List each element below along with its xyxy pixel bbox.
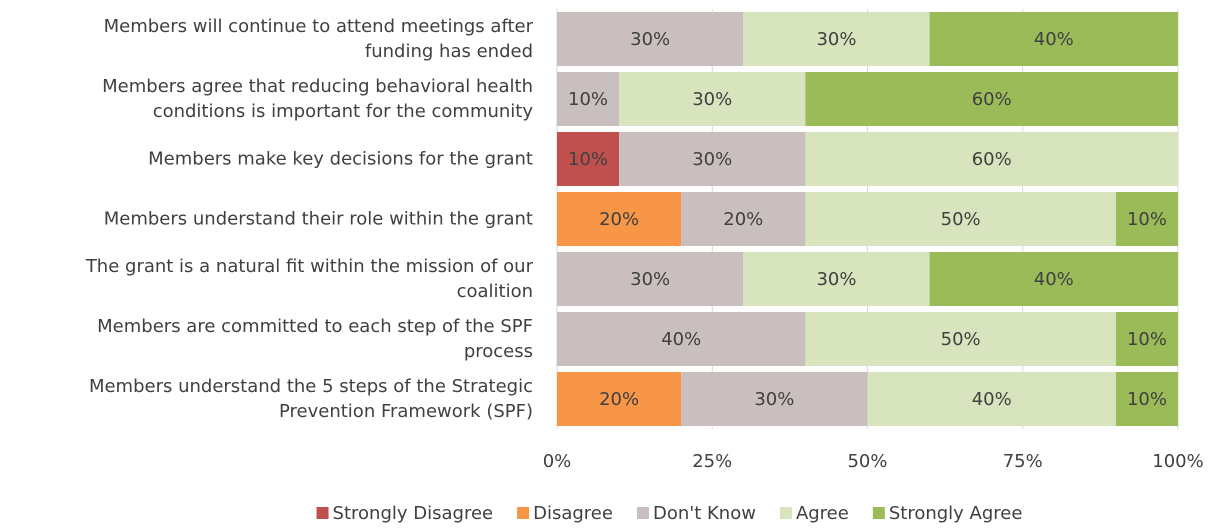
- category-label: Members understand their role within the…: [103, 208, 533, 230]
- x-tick-label: 50%: [847, 451, 887, 472]
- value-label: 30%: [630, 269, 670, 290]
- bar-segment: [805, 72, 1178, 126]
- x-tick-label: 75%: [1003, 451, 1043, 472]
- bar-segment: [743, 12, 930, 66]
- bar-segment: [805, 132, 1178, 186]
- bar-segment: [805, 192, 1116, 246]
- bar-segment: [557, 192, 682, 246]
- value-label: 10%: [568, 149, 608, 170]
- legend-swatch: [316, 507, 329, 519]
- bar-segment: [557, 72, 620, 126]
- bar-segment: [557, 12, 744, 66]
- x-tick-label: 0%: [543, 451, 572, 472]
- value-label: 30%: [692, 89, 732, 110]
- value-label: 50%: [941, 209, 981, 230]
- bar-segment: [557, 372, 682, 426]
- bar-segment: [557, 132, 620, 186]
- value-label: 10%: [568, 89, 608, 110]
- bar-segment: [805, 312, 1116, 366]
- legend-swatch: [517, 507, 530, 519]
- value-label: 60%: [972, 149, 1012, 170]
- value-label: 10%: [1127, 389, 1167, 410]
- value-label: 40%: [972, 389, 1012, 410]
- legend-label: Agree: [796, 503, 849, 524]
- x-tick-label: 25%: [692, 451, 732, 472]
- value-label: 20%: [723, 209, 763, 230]
- value-label: 50%: [941, 329, 981, 350]
- bar-segment: [1115, 312, 1178, 366]
- value-label: 40%: [1034, 29, 1074, 50]
- bar-segment: [557, 312, 806, 366]
- legend-swatch: [872, 507, 885, 519]
- bar-segment: [743, 252, 930, 306]
- category-label: Members understand the 5 steps of the St…: [88, 376, 533, 422]
- value-label: 10%: [1127, 329, 1167, 350]
- bar-segment: [681, 192, 806, 246]
- value-label: 20%: [599, 389, 639, 410]
- legend-label: Strongly Agree: [889, 503, 1023, 524]
- value-label: 30%: [630, 29, 670, 50]
- bar-segment: [681, 372, 868, 426]
- value-label: 60%: [972, 89, 1012, 110]
- value-label: 30%: [816, 269, 856, 290]
- bar-segment: [619, 132, 806, 186]
- value-label: 30%: [816, 29, 856, 50]
- category-label: The grant is a natural fit within the mi…: [85, 256, 533, 302]
- legend-label: Strongly Disagree: [333, 503, 494, 524]
- category-label: Members make key decisions for the grant: [148, 148, 533, 170]
- category-label: Members will continue to attend meetings…: [103, 16, 533, 62]
- bar-segment: [929, 252, 1178, 306]
- category-label: Members are committed to each step of th…: [97, 316, 533, 362]
- category-label: Members agree that reducing behavioral h…: [102, 76, 533, 122]
- value-label: 10%: [1127, 209, 1167, 230]
- legend-label: Disagree: [533, 503, 613, 524]
- bar-segment: [1115, 192, 1178, 246]
- value-label: 40%: [1034, 269, 1074, 290]
- bar-segment: [1115, 372, 1178, 426]
- bar-segment: [557, 252, 744, 306]
- legend-label: Don't Know: [653, 503, 756, 524]
- value-label: 30%: [692, 149, 732, 170]
- value-label: 40%: [661, 329, 701, 350]
- bar-segment: [619, 72, 806, 126]
- value-label: 30%: [754, 389, 794, 410]
- bar-segment: [867, 372, 1116, 426]
- value-label: 20%: [599, 209, 639, 230]
- x-tick-label: 100%: [1152, 451, 1203, 472]
- bar-segment: [929, 12, 1178, 66]
- legend-swatch: [636, 507, 649, 519]
- legend-swatch: [779, 507, 792, 519]
